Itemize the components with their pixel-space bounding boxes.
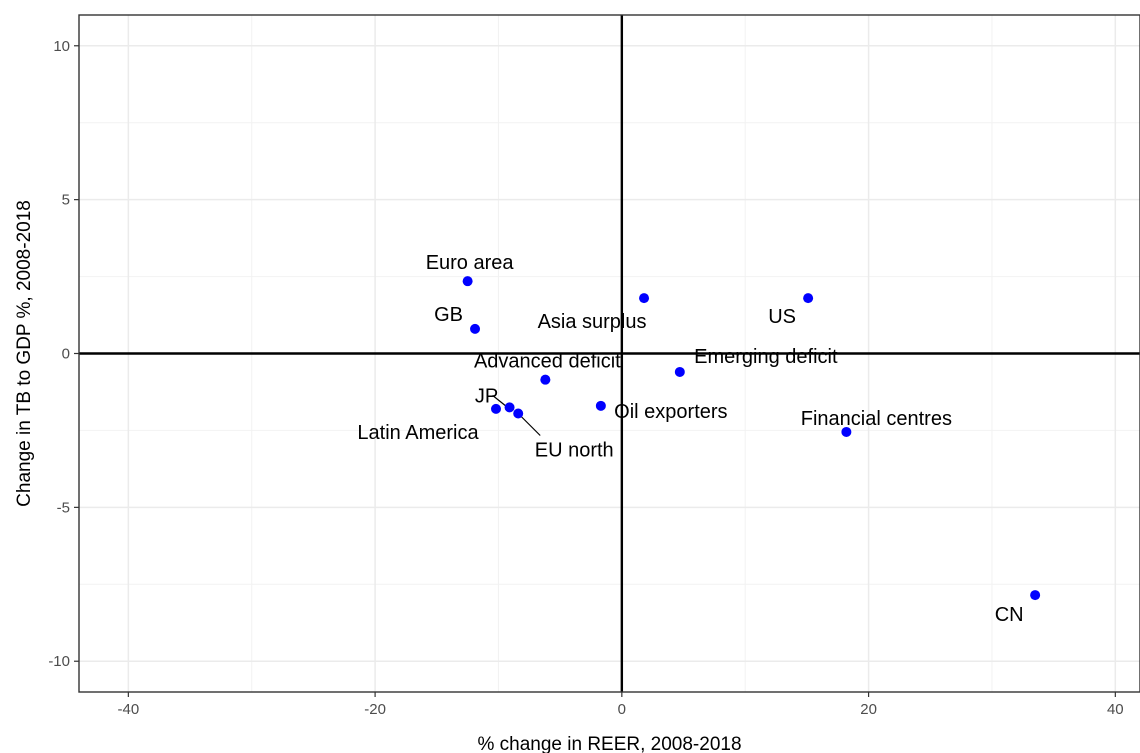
x-tick-label: -40: [118, 701, 140, 718]
y-tick-label: 10: [53, 38, 70, 55]
x-tick-label: 0: [618, 701, 626, 718]
point-label: US: [768, 306, 796, 328]
y-tick-label: 0: [62, 346, 70, 363]
point-label: CN: [995, 604, 1024, 626]
y-tick-label: -10: [48, 653, 70, 670]
x-tick-label: 20: [860, 701, 877, 718]
x-axis-ticks: -40 -20 0 20 40: [118, 692, 1124, 718]
data-point: [490, 403, 501, 414]
data-point: [540, 374, 551, 385]
point-label: GB: [434, 304, 463, 326]
point-labels: Euro area GB Asia surplus US Advanced defici…: [357, 252, 1023, 626]
data-point: [595, 400, 606, 411]
point-label: Latin America: [357, 422, 479, 444]
data-point: [841, 426, 852, 437]
point-label: Emerging deficit: [694, 346, 838, 368]
data-point: [674, 366, 685, 377]
data-point: [470, 323, 481, 334]
x-tick-label: -20: [364, 701, 386, 718]
x-axis-title: % change in REER, 2008-2018: [477, 734, 741, 753]
reference-lines: [79, 15, 1140, 692]
leader-line: [519, 415, 541, 436]
data-point: [1030, 590, 1041, 601]
y-axis-ticks: -10 -5 0 5 10: [48, 38, 79, 670]
point-label: Financial centres: [801, 408, 952, 430]
point-label: JP: [475, 385, 498, 407]
x-tick-label: 40: [1107, 701, 1124, 718]
y-axis-title: Change in TB to GDP %, 2008-2018: [14, 200, 35, 507]
data-points: [462, 276, 1041, 601]
point-label: Advanced deficit: [474, 351, 621, 373]
data-point: [639, 293, 650, 304]
data-point: [462, 276, 473, 287]
point-label: Asia surplus: [538, 311, 647, 333]
data-point: [803, 293, 814, 304]
point-label: EU north: [535, 440, 614, 462]
point-label: Euro area: [426, 252, 515, 274]
y-tick-label: 5: [62, 192, 70, 209]
data-point: [504, 402, 515, 413]
point-label: Oil exporters: [614, 401, 727, 423]
data-point: [513, 408, 524, 419]
y-tick-label: -5: [57, 499, 70, 516]
